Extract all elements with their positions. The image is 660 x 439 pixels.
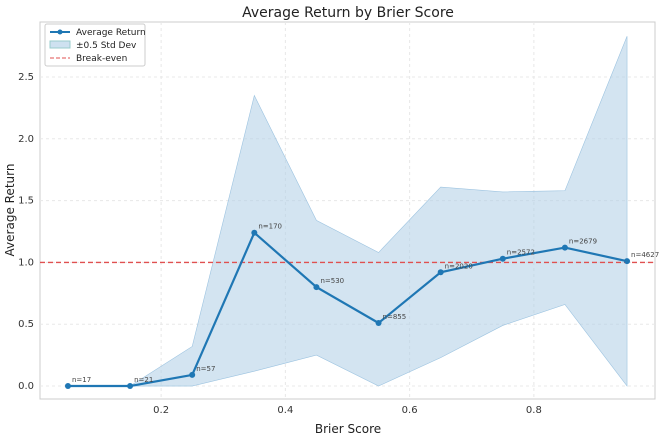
data-point [624, 258, 631, 265]
legend-label-average-return: Average Return [76, 28, 146, 38]
data-point [127, 383, 134, 390]
data-point [561, 244, 568, 251]
y-tick-label: 2.5 [18, 72, 34, 83]
legend-label-std-dev: ±0.5 Std Dev [76, 41, 137, 51]
average-return-line [67, 230, 628, 388]
data-point [313, 284, 320, 291]
data-point [189, 371, 196, 378]
y-tick-label: 0.0 [18, 381, 34, 392]
x-tick-label: 0.8 [526, 405, 542, 416]
count-annotation: n=855 [383, 313, 407, 321]
count-annotation: n=57 [196, 365, 215, 373]
y-axis-label: Average Return [3, 164, 17, 257]
data-point [251, 229, 258, 236]
x-tick-label: 0.6 [402, 405, 418, 416]
y-tick-label: 2.0 [18, 134, 34, 145]
y-tick-label: 1.5 [18, 196, 34, 207]
data-point [375, 319, 382, 326]
y-tick-label: 0.5 [18, 319, 34, 330]
legend-band-swatch [49, 40, 71, 49]
chart-title: Average Return by Brier Score [242, 5, 454, 21]
count-annotation: n=170 [258, 223, 282, 231]
count-annotation: n=2572 [507, 249, 535, 257]
y-tick-label: 1.0 [18, 257, 34, 268]
count-annotation: n=21 [134, 376, 153, 384]
count-annotation: n=17 [72, 376, 91, 384]
std-dev-band [67, 36, 628, 387]
legend-label-break-even: Break-even [76, 54, 127, 64]
count-annotation: n=2020 [445, 262, 473, 270]
data-point [64, 383, 71, 390]
count-annotation: n=4627 [631, 251, 659, 259]
x-tick-label: 0.4 [277, 405, 293, 416]
data-point [437, 269, 444, 276]
data-point [499, 255, 506, 262]
legend: Average Return ±0.5 Std Dev Break-even [44, 23, 146, 67]
count-annotation: n=2679 [569, 238, 597, 246]
x-axis-label: Brier Score [315, 422, 381, 436]
x-tick-label: 0.2 [153, 405, 169, 416]
count-annotation: n=530 [320, 277, 344, 285]
legend-marker [57, 29, 63, 35]
